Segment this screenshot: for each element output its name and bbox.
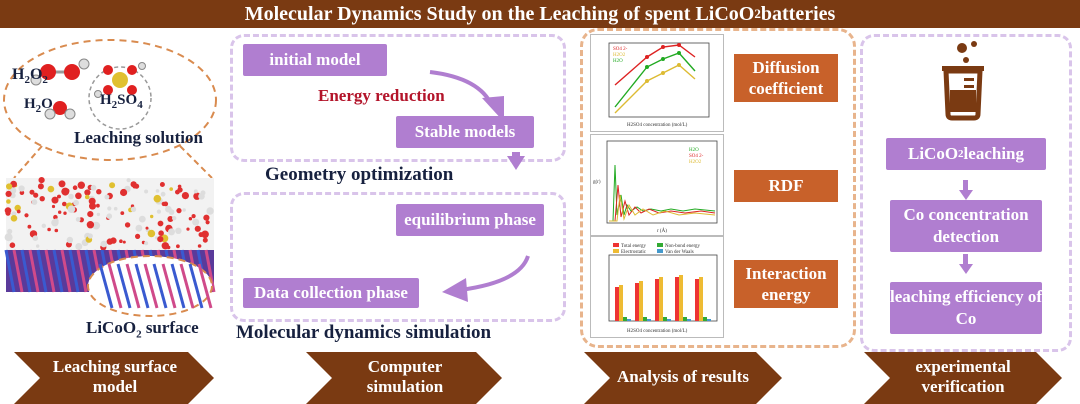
svg-text:SO4 2-: SO4 2- [689,154,704,159]
svg-text:Van der Waals: Van der Waals [665,250,694,255]
rdf-box: RDF [734,170,838,202]
svg-text:SO4 2-: SO4 2- [613,47,628,52]
licoo2-leaching-box: LiCoO 2 leaching [886,138,1046,170]
md-simulation-label: Molecular dynamics simulation [236,322,492,343]
step-leaching-surface-model: Leaching surface model [52,356,178,396]
svg-text:H2SO4 concentration (mol/L): H2SO4 concentration (mol/L) [627,123,688,128]
svg-text:H2O2: H2O2 [689,160,702,165]
leaching-molecules-illustration [3,39,217,317]
svg-text:Electrostatic: Electrostatic [621,250,647,255]
bottom-chevrons [14,352,1062,404]
step-experimental-verification: experimental verification [915,356,1011,396]
svg-text:Total energy: Total energy [621,244,646,249]
geometry-optimization-label: Geometry optimization [265,164,454,185]
interaction-chart-svg: Total energy Non-bond energy Electrostat… [608,243,718,334]
md-simulation-frame [230,192,566,322]
interaction-energy-chart: Total energy Non-bond energy Electrostat… [590,236,724,338]
leaching-solution-label: Leaching solution [74,128,203,147]
interaction-bars [615,275,711,321]
rdf-chart-svg: H2O SO4 2- H2O2 r (Å) g(r) [593,140,718,234]
h2o2-label: H2O2 [12,66,48,87]
h2so4-label: H2SO4 [100,92,143,111]
solution-particles [4,177,214,251]
rdf-chart: H2O SO4 2- H2O2 r (Å) g(r) [590,134,724,236]
equilibrium-phase-box: equilibrium phase [396,204,544,236]
title-tail: batteries [760,2,836,25]
crystal-zoom-pattern [98,263,213,309]
svg-text:H2O: H2O [689,148,699,153]
title-bar: Molecular Dynamics Study on the Leaching… [0,0,1080,28]
title-main: Molecular Dynamics Study on the Leaching… [244,2,755,25]
data-collection-phase-box: Data collection phase [243,278,419,308]
step-computer-simulation: Computer simulation [366,356,444,396]
beaker-icon [942,41,984,121]
efficiency-box: leaching efficiency of Co [890,282,1042,334]
analysis-frame [580,28,856,348]
svg-text:g(r): g(r) [593,180,601,185]
experiment-frame [860,34,1072,352]
step-analysis-of-results: Analysis of results [617,366,749,386]
svg-text:H2O2: H2O2 [613,53,626,58]
h2o-label: H2O [24,96,53,115]
experiment-arrows [959,180,973,274]
diffusion-chart-svg: SO4 2- H2O2 H2O H2SO4 concentration (mol… [608,42,710,128]
geometry-optimization-frame [230,34,566,162]
svg-text:r (Å): r (Å) [657,228,667,234]
svg-text:H2SO4 concentration (mol/L): H2SO4 concentration (mol/L) [627,329,688,334]
title-sub: 2 [754,6,761,21]
initial-model-box: initial model [243,44,387,76]
svg-text:H2O: H2O [613,59,623,64]
computer-arrows [429,70,530,302]
diffusion-chart: SO4 2- H2O2 H2O H2SO4 concentration (mol… [590,34,724,132]
diffusion-coefficient-box: Diffusion coefficient [734,54,838,102]
svg-text:Non-bond energy: Non-bond energy [665,244,701,249]
stable-models-box: Stable models [396,116,534,148]
energy-reduction-label: Energy reduction [318,86,445,105]
interaction-energy-box: Interaction energy [734,260,838,308]
co-detection-box: Co concentration detection [890,200,1042,252]
surface-label: LiCoO2 surface [86,318,199,341]
